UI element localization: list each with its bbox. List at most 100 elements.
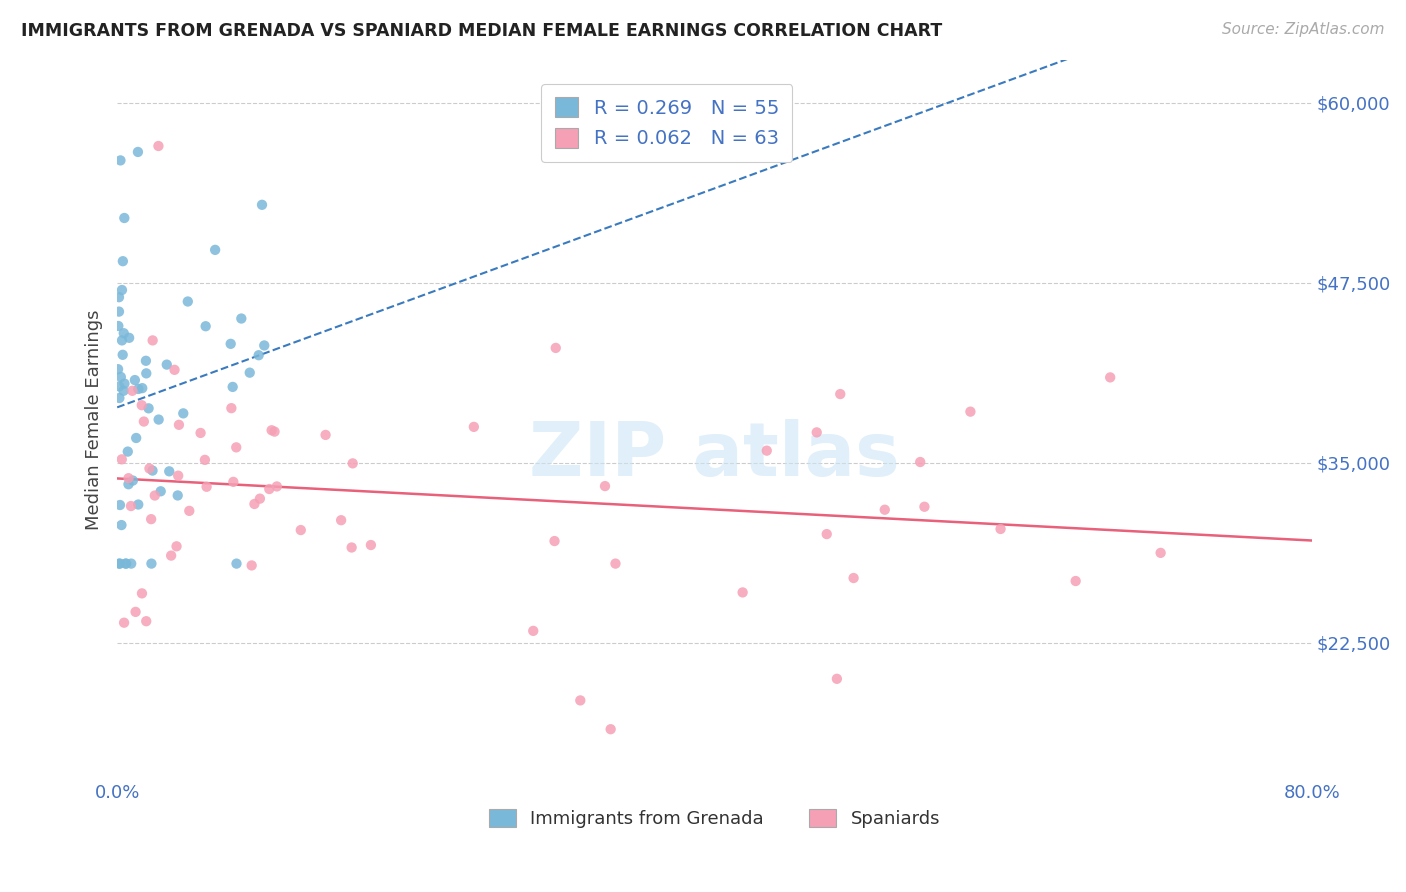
Point xyxy=(360,538,382,552)
Point xyxy=(111,334,134,348)
Point xyxy=(108,391,131,405)
Point xyxy=(120,499,142,513)
Point xyxy=(127,498,149,512)
Point xyxy=(755,443,778,458)
Point xyxy=(132,415,155,429)
Point xyxy=(110,518,132,533)
Point xyxy=(239,366,262,380)
Point xyxy=(340,541,363,555)
Point xyxy=(990,522,1012,536)
Point xyxy=(240,558,263,573)
Point xyxy=(135,614,157,628)
Point xyxy=(179,504,201,518)
Point xyxy=(912,500,935,514)
Point xyxy=(1149,546,1171,560)
Point xyxy=(112,211,135,225)
Point xyxy=(142,334,165,348)
Point xyxy=(108,290,131,304)
Point xyxy=(141,464,163,478)
Point xyxy=(121,474,143,488)
Point xyxy=(167,417,190,432)
Point xyxy=(149,484,172,499)
Point xyxy=(806,425,828,440)
Point xyxy=(1099,370,1122,384)
Point xyxy=(124,605,146,619)
Point xyxy=(107,318,129,333)
Point xyxy=(222,475,245,489)
Point xyxy=(138,401,160,416)
Point xyxy=(266,479,288,493)
Point xyxy=(121,384,143,398)
Point xyxy=(260,423,283,437)
Point xyxy=(330,513,353,527)
Point xyxy=(114,376,136,391)
Point xyxy=(250,198,273,212)
Point xyxy=(131,398,153,412)
Point xyxy=(114,557,136,571)
Point xyxy=(166,539,188,553)
Point xyxy=(543,534,565,549)
Point xyxy=(163,363,186,377)
Point xyxy=(139,512,162,526)
Point xyxy=(157,464,180,478)
Point xyxy=(830,387,852,401)
Point xyxy=(112,326,135,341)
Point xyxy=(522,624,544,638)
Point xyxy=(544,341,567,355)
Point xyxy=(108,557,131,571)
Text: Source: ZipAtlas.com: Source: ZipAtlas.com xyxy=(1222,22,1385,37)
Point xyxy=(259,482,281,496)
Point xyxy=(731,585,754,599)
Point xyxy=(599,723,621,737)
Point xyxy=(117,444,139,458)
Point xyxy=(127,382,149,396)
Point xyxy=(111,348,134,362)
Point xyxy=(138,461,160,475)
Point xyxy=(125,431,148,445)
Point xyxy=(204,243,226,257)
Point xyxy=(231,311,253,326)
Point xyxy=(253,338,276,352)
Point xyxy=(115,557,138,571)
Point xyxy=(135,367,157,381)
Point xyxy=(825,672,848,686)
Point xyxy=(219,336,242,351)
Point xyxy=(243,497,266,511)
Y-axis label: Median Female Earnings: Median Female Earnings xyxy=(86,310,103,530)
Point xyxy=(135,353,157,368)
Point xyxy=(908,455,931,469)
Point xyxy=(166,488,188,502)
Point xyxy=(108,557,131,571)
Text: ZIP atlas: ZIP atlas xyxy=(529,419,900,492)
Point xyxy=(160,549,183,563)
Point xyxy=(117,477,139,491)
Point xyxy=(110,370,132,384)
Point xyxy=(167,468,190,483)
Point xyxy=(315,428,337,442)
Point xyxy=(177,294,200,309)
Point xyxy=(221,380,243,394)
Point xyxy=(120,557,142,571)
Point xyxy=(131,381,153,395)
Point xyxy=(124,373,146,387)
Point xyxy=(118,331,141,345)
Point xyxy=(148,139,170,153)
Point xyxy=(290,523,312,537)
Point xyxy=(190,425,212,440)
Point xyxy=(127,145,149,159)
Point xyxy=(593,479,616,493)
Point xyxy=(172,406,194,420)
Point xyxy=(194,319,217,334)
Point xyxy=(143,489,166,503)
Point xyxy=(148,412,170,426)
Point xyxy=(111,254,134,268)
Point xyxy=(605,557,627,571)
Point xyxy=(194,453,217,467)
Legend: Immigrants from Grenada, Spaniards: Immigrants from Grenada, Spaniards xyxy=(482,802,948,836)
Point xyxy=(107,362,129,376)
Point xyxy=(108,304,131,318)
Point xyxy=(221,401,243,416)
Point xyxy=(247,348,270,362)
Point xyxy=(117,471,139,485)
Point xyxy=(842,571,865,585)
